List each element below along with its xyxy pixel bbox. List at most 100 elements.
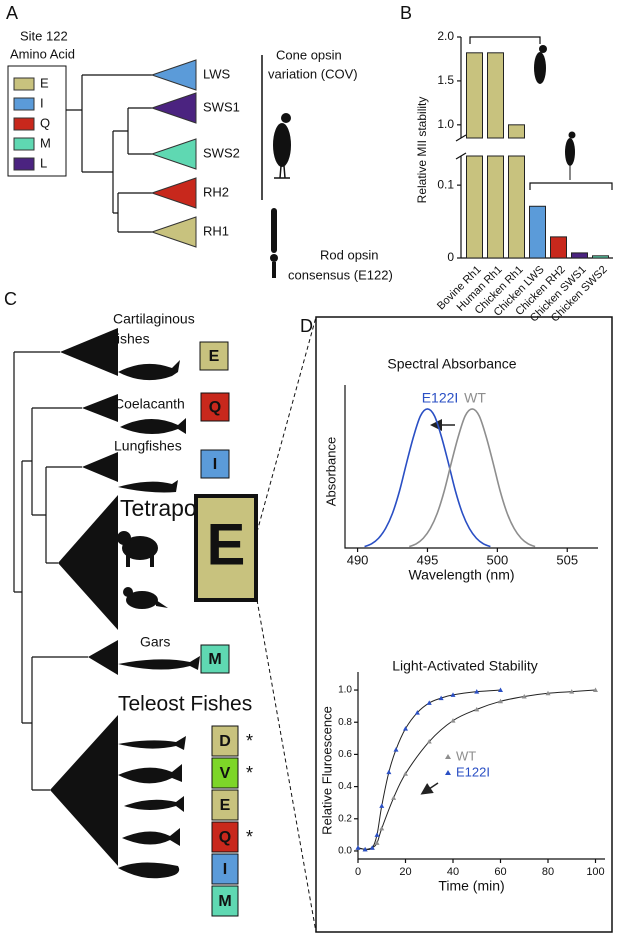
axis-break [455, 152, 467, 160]
x-tick-label: 0 [355, 866, 361, 878]
chicken-icon [273, 113, 291, 179]
marker [374, 840, 380, 845]
marker [545, 690, 551, 696]
series-label: E122I [422, 390, 459, 406]
annotation: Cone opsin [276, 47, 342, 62]
clade-label: Teleost Fishes [118, 693, 252, 716]
bar [529, 205, 546, 259]
bar [487, 155, 504, 259]
bar [487, 52, 504, 139]
y-tick-label: 2.0 [437, 29, 454, 43]
leaf-label: SWS1 [203, 99, 240, 114]
series-label: WT [464, 390, 486, 406]
legend-box [7, 65, 67, 177]
residue-box [194, 494, 258, 602]
residue-letter: D [219, 733, 231, 750]
clade-label: fishes [113, 331, 150, 347]
zoom-box [315, 316, 613, 933]
clade-label: Cartilaginous [113, 311, 195, 327]
clade-triangle [50, 715, 118, 866]
legend-label: WT [456, 748, 476, 763]
marker [403, 771, 408, 776]
marker [379, 825, 385, 831]
residue-box [211, 725, 239, 757]
bar [466, 155, 483, 259]
clade-label: Gars [140, 634, 170, 650]
axis-break [455, 134, 467, 142]
y-tick-label: 0.1 [437, 177, 454, 191]
x-tick-label: 490 [347, 552, 369, 567]
asterisk: * [246, 731, 253, 751]
x-tick-label: 20 [399, 866, 411, 878]
legend-label: E [40, 75, 49, 90]
marker [450, 718, 456, 723]
clade-triangle [150, 92, 197, 124]
legend-label: L [40, 155, 47, 170]
legend-marker [445, 770, 451, 775]
legend-swatch [13, 157, 35, 171]
animal-silhouettes [117, 360, 200, 879]
y-tick-label: 1.0 [437, 117, 454, 131]
x-tick-label: 40 [447, 866, 459, 878]
marker [374, 832, 380, 837]
leaf-label: LWS [203, 66, 231, 81]
y-tick-label: 0 [447, 250, 454, 264]
legend-marker [445, 754, 451, 759]
marker [386, 769, 392, 775]
residue-letter: I [223, 861, 227, 878]
series-line [364, 408, 491, 548]
leaf-label: SWS2 [203, 145, 240, 160]
clade-triangle [60, 328, 118, 376]
marker [450, 692, 456, 697]
residue-letter: Q [209, 399, 221, 416]
clade-triangle [150, 216, 197, 248]
marker [521, 693, 527, 699]
residue-box [199, 341, 229, 371]
annotation: Rod opsin [320, 247, 379, 262]
y-tick-label: 1.0 [338, 685, 352, 696]
marker [474, 689, 480, 694]
y-axis-label: Relative Fluroescence [319, 706, 334, 835]
residue-box [200, 449, 230, 479]
legend-title: Site 122 [20, 28, 68, 43]
x-axis-label: Wavelength (nm) [408, 567, 514, 583]
clade-triangle [150, 59, 197, 91]
residue-box [200, 644, 230, 674]
clade-label: Coelacanth [114, 396, 185, 412]
x-tick-label: 505 [556, 552, 578, 567]
marker [426, 739, 432, 744]
residue-letter: Q [219, 829, 231, 846]
marker [369, 845, 375, 850]
annotation: consensus (E122) [288, 267, 393, 282]
marker [426, 700, 432, 705]
asterisk: * [246, 827, 253, 847]
axes [344, 385, 598, 549]
marker [393, 747, 399, 752]
legend-label: I [40, 95, 44, 110]
marker [438, 695, 444, 701]
clade-triangle [82, 452, 118, 482]
marker [379, 803, 385, 808]
legend-swatch [13, 137, 35, 151]
bar [508, 155, 525, 259]
bracket [529, 182, 613, 190]
marker [498, 698, 503, 704]
bar [550, 236, 567, 259]
legend-label: E122I [456, 764, 490, 779]
x-tick-label: 60 [494, 866, 506, 878]
marker [391, 795, 397, 800]
chart-title: Light-Activated Stability [392, 658, 538, 674]
y-tick-label: 0.6 [338, 749, 352, 760]
y-tick-label: 1.5 [437, 73, 454, 87]
residue-letter: E [209, 348, 220, 365]
legend-label: Q [40, 115, 50, 130]
x-tick-label: 80 [542, 866, 554, 878]
marker [593, 687, 598, 693]
tree-c [13, 351, 88, 791]
bar [466, 52, 483, 139]
y-axis-label: Relative MII stability [415, 97, 429, 204]
residue-box [211, 853, 239, 885]
leaf-label: RH1 [203, 223, 229, 238]
